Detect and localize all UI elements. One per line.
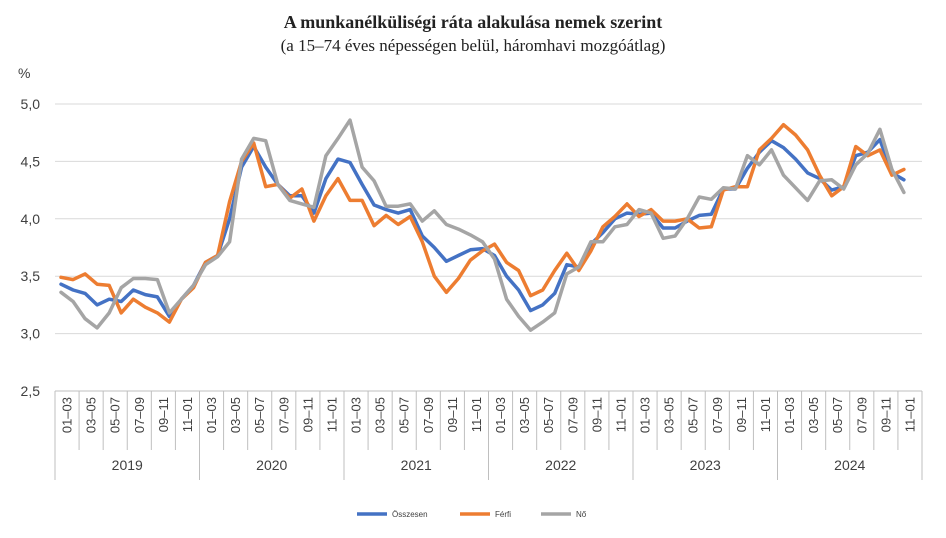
x-tick-label: 03–05 [84,397,99,433]
x-tick-label: 11–01 [902,397,917,432]
x-tick-label: 09–11 [300,397,315,432]
x-axis: 01–03 03–05 05–07 07–09 09–11 11–01 01–03 03–05… [54,390,923,480]
y-axis-unit-label: % [18,65,30,81]
x-tick-label: 01–03 [782,397,797,433]
legend: Összesen Férfi Nő [357,510,587,519]
y-tick-label: 5,0 [21,96,41,112]
chart-subtitle: (a 15–74 éves népességen belül, háromhav… [280,36,666,55]
year-label: 2021 [401,457,432,473]
y-tick-label: 4,5 [21,153,41,169]
chart-title: A munkanélküliségi ráta alakulása nemek … [283,12,663,32]
x-tick-label: 05–07 [252,397,267,433]
y-tick-label: 3,0 [21,326,41,342]
x-tick-label: 07–09 [854,397,869,433]
gridlines [55,103,922,335]
x-tick-label: 09–11 [445,397,460,432]
x-tick-label: 07–09 [132,397,147,433]
year-label: 2022 [545,457,576,473]
x-tick-label: 01–03 [204,397,219,433]
x-tick-label: 09–11 [734,397,749,432]
legend-label: Férfi [495,510,511,519]
x-tick-label: 01–03 [638,397,653,433]
x-tick-label: 03–05 [373,397,388,433]
y-tick-label: 4,0 [21,211,41,227]
x-tick-label: 11–01 [469,397,484,432]
x-tick-label: 11–01 [758,397,773,432]
x-tick-label: 05–07 [108,397,123,433]
x-tick-label: 01–03 [60,397,75,433]
x-tick-label: 05–07 [830,397,845,433]
year-label: 2019 [112,457,143,473]
x-tick-label: 11–01 [180,397,195,432]
x-tick-label: 09–11 [878,397,893,432]
legend-label: Összesen [392,510,428,519]
year-label: 2023 [690,457,721,473]
x-tick-label: 05–07 [397,397,412,433]
y-tick-label: 3,5 [21,268,41,284]
legend-label: Nő [576,510,587,519]
x-tick-label: 07–09 [710,397,725,433]
x-tick-label: 03–05 [517,397,532,433]
year-label: 2024 [834,457,865,473]
year-label: 2020 [256,457,287,473]
x-tick-label: 11–01 [613,397,628,432]
x-tick-label: 01–03 [349,397,364,433]
x-tick-label: 03–05 [806,397,821,433]
series-lines [59,118,906,332]
x-tick-label: 03–05 [228,397,243,433]
x-tick-label: 05–07 [541,397,556,433]
x-tick-label: 09–11 [589,397,604,432]
y-tick-label: 2,5 [21,383,41,399]
x-tick-label: 09–11 [156,397,171,432]
x-tick-label: 07–09 [565,397,580,433]
x-tick-label: 07–09 [276,397,291,433]
x-tick-label: 03–05 [662,397,677,433]
series-line-nő [59,118,906,332]
y-axis: % 2,5 3,0 3,5 4,0 4,5 5,0 [18,65,40,399]
x-tick-label: 05–07 [686,397,701,433]
x-tick-label: 07–09 [421,397,436,433]
x-tick-label: 01–03 [493,397,508,433]
x-tick-label: 11–01 [324,397,339,432]
